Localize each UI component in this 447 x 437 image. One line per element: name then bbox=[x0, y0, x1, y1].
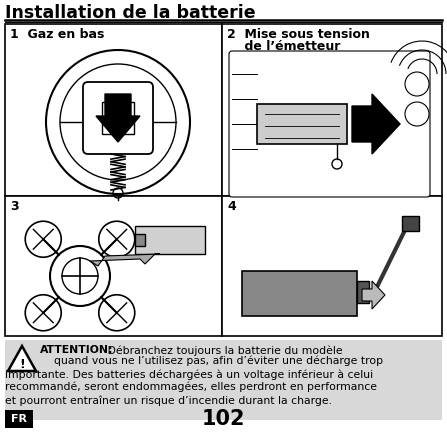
Text: 102: 102 bbox=[201, 409, 245, 429]
Text: importante. Des batteries déchargées à un voltage inférieur à celui: importante. Des batteries déchargées à u… bbox=[5, 369, 373, 379]
Text: !: ! bbox=[19, 357, 25, 371]
Bar bbox=[222, 196, 442, 336]
Bar bbox=[135, 234, 145, 246]
Polygon shape bbox=[96, 94, 140, 142]
Text: 2  Mise sous tension: 2 Mise sous tension bbox=[227, 28, 370, 41]
Bar bbox=[222, 24, 442, 196]
Polygon shape bbox=[8, 346, 36, 371]
Polygon shape bbox=[362, 281, 385, 309]
Text: 4: 4 bbox=[227, 200, 236, 213]
Bar bbox=[5, 24, 222, 196]
FancyBboxPatch shape bbox=[83, 82, 153, 154]
Bar bbox=[242, 271, 357, 316]
Polygon shape bbox=[402, 216, 419, 231]
FancyBboxPatch shape bbox=[229, 51, 430, 197]
Text: 1  Gaz en bas: 1 Gaz en bas bbox=[10, 28, 105, 41]
Polygon shape bbox=[90, 254, 160, 266]
Text: de l’émetteur: de l’émetteur bbox=[227, 40, 340, 53]
Text: ATTENTION:: ATTENTION: bbox=[40, 345, 114, 355]
Text: 3: 3 bbox=[10, 200, 19, 213]
Bar bbox=[5, 340, 442, 420]
Text: FR: FR bbox=[11, 414, 27, 424]
Bar bbox=[257, 104, 347, 144]
Bar bbox=[102, 102, 134, 134]
Text: Installation de la batterie: Installation de la batterie bbox=[5, 4, 256, 22]
Bar bbox=[357, 281, 369, 303]
Text: quand vous ne l’utilisez pas, afin d’éviter une décharge trop: quand vous ne l’utilisez pas, afin d’évi… bbox=[40, 356, 383, 367]
Polygon shape bbox=[352, 94, 400, 154]
Bar bbox=[5, 196, 222, 336]
Text: recommandé, seront endommagées, elles perdront en performance: recommandé, seront endommagées, elles pe… bbox=[5, 382, 377, 392]
Bar bbox=[5, 410, 33, 428]
Text: et pourront entraîner un risque d’incendie durant la charge.: et pourront entraîner un risque d’incend… bbox=[5, 395, 332, 406]
Text: Débranchez toujours la batterie du modèle: Débranchez toujours la batterie du modèl… bbox=[104, 345, 342, 356]
Bar bbox=[135, 226, 205, 254]
